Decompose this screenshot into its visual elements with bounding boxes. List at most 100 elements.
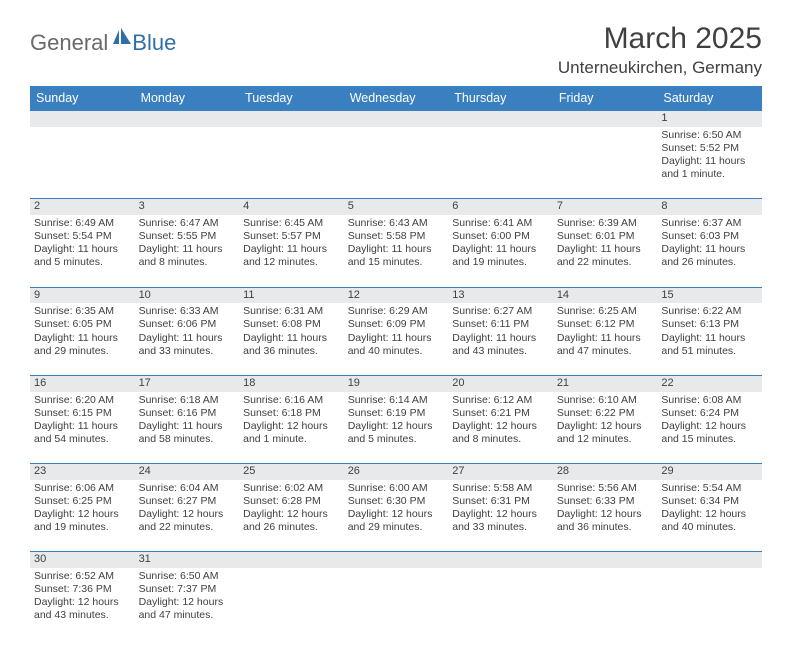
day-number: 18 xyxy=(239,375,344,391)
day-cell-text xyxy=(448,568,553,573)
day-number: 27 xyxy=(448,464,553,480)
logo-text-general: General xyxy=(30,30,108,56)
day-number: 10 xyxy=(135,287,240,303)
col-saturday: Saturday xyxy=(657,86,762,111)
day-number: 1 xyxy=(657,111,762,127)
day-cell: Sunrise: 6:33 AM Sunset: 6:06 PM Dayligh… xyxy=(135,303,240,375)
day-cell xyxy=(657,568,762,640)
day-cell-text: Sunrise: 6:18 AM Sunset: 6:16 PM Dayligh… xyxy=(135,392,240,450)
day-header-row: Sunday Monday Tuesday Wednesday Thursday… xyxy=(30,86,762,111)
day-cell: Sunrise: 6:39 AM Sunset: 6:01 PM Dayligh… xyxy=(553,215,658,287)
day-number xyxy=(135,111,240,127)
day-number: 9 xyxy=(30,287,135,303)
day-cell: Sunrise: 6:20 AM Sunset: 6:15 PM Dayligh… xyxy=(30,392,135,464)
day-number: 6 xyxy=(448,199,553,215)
week-row: Sunrise: 6:50 AM Sunset: 5:52 PM Dayligh… xyxy=(30,127,762,199)
logo: General Blue xyxy=(30,28,176,57)
day-number: 28 xyxy=(553,464,658,480)
day-cell: Sunrise: 6:29 AM Sunset: 6:09 PM Dayligh… xyxy=(344,303,449,375)
day-cell-text: Sunrise: 6:25 AM Sunset: 6:12 PM Dayligh… xyxy=(553,303,658,361)
day-number: 17 xyxy=(135,375,240,391)
day-cell-text: Sunrise: 6:47 AM Sunset: 5:55 PM Dayligh… xyxy=(135,215,240,273)
day-cell xyxy=(448,568,553,640)
day-cell xyxy=(135,127,240,199)
day-cell-text: Sunrise: 6:39 AM Sunset: 6:01 PM Dayligh… xyxy=(553,215,658,273)
day-cell-text: Sunrise: 5:54 AM Sunset: 6:34 PM Dayligh… xyxy=(657,480,762,538)
day-cell-text: Sunrise: 6:14 AM Sunset: 6:19 PM Dayligh… xyxy=(344,392,449,450)
day-number: 7 xyxy=(553,199,658,215)
day-cell: Sunrise: 6:47 AM Sunset: 5:55 PM Dayligh… xyxy=(135,215,240,287)
page-title: March 2025 xyxy=(558,22,762,56)
day-cell-text xyxy=(553,568,658,573)
day-cell: Sunrise: 6:52 AM Sunset: 7:36 PM Dayligh… xyxy=(30,568,135,640)
day-cell: Sunrise: 6:41 AM Sunset: 6:00 PM Dayligh… xyxy=(448,215,553,287)
day-cell: Sunrise: 6:06 AM Sunset: 6:25 PM Dayligh… xyxy=(30,480,135,552)
week-row: Sunrise: 6:52 AM Sunset: 7:36 PM Dayligh… xyxy=(30,568,762,640)
week-row: Sunrise: 6:20 AM Sunset: 6:15 PM Dayligh… xyxy=(30,392,762,464)
day-number xyxy=(448,552,553,568)
day-cell-text: Sunrise: 6:33 AM Sunset: 6:06 PM Dayligh… xyxy=(135,303,240,361)
day-cell-text xyxy=(344,127,449,132)
day-cell-text: Sunrise: 6:29 AM Sunset: 6:09 PM Dayligh… xyxy=(344,303,449,361)
day-cell: Sunrise: 6:35 AM Sunset: 6:05 PM Dayligh… xyxy=(30,303,135,375)
day-number: 3 xyxy=(135,199,240,215)
col-wednesday: Wednesday xyxy=(344,86,449,111)
day-cell-text xyxy=(657,568,762,573)
day-cell-text: Sunrise: 6:43 AM Sunset: 5:58 PM Dayligh… xyxy=(344,215,449,273)
day-number: 16 xyxy=(30,375,135,391)
day-number: 4 xyxy=(239,199,344,215)
day-number: 19 xyxy=(344,375,449,391)
day-number: 2 xyxy=(30,199,135,215)
sail-icon xyxy=(112,28,132,51)
col-sunday: Sunday xyxy=(30,86,135,111)
week-row: Sunrise: 6:06 AM Sunset: 6:25 PM Dayligh… xyxy=(30,480,762,552)
day-cell: Sunrise: 6:49 AM Sunset: 5:54 PM Dayligh… xyxy=(30,215,135,287)
day-cell-text xyxy=(448,127,553,132)
day-number: 5 xyxy=(344,199,449,215)
day-cell-text xyxy=(239,127,344,132)
day-number: 20 xyxy=(448,375,553,391)
day-cell-text: Sunrise: 6:10 AM Sunset: 6:22 PM Dayligh… xyxy=(553,392,658,450)
day-number xyxy=(344,552,449,568)
day-cell: Sunrise: 5:54 AM Sunset: 6:34 PM Dayligh… xyxy=(657,480,762,552)
day-cell-text: Sunrise: 6:12 AM Sunset: 6:21 PM Dayligh… xyxy=(448,392,553,450)
day-cell xyxy=(344,568,449,640)
day-cell: Sunrise: 6:25 AM Sunset: 6:12 PM Dayligh… xyxy=(553,303,658,375)
daynum-row: 3031 xyxy=(30,552,762,568)
col-tuesday: Tuesday xyxy=(239,86,344,111)
day-number: 30 xyxy=(30,552,135,568)
day-cell-text xyxy=(135,127,240,132)
day-cell-text xyxy=(30,127,135,132)
day-cell-text: Sunrise: 6:16 AM Sunset: 6:18 PM Dayligh… xyxy=(239,392,344,450)
week-row: Sunrise: 6:49 AM Sunset: 5:54 PM Dayligh… xyxy=(30,215,762,287)
day-cell: Sunrise: 5:56 AM Sunset: 6:33 PM Dayligh… xyxy=(553,480,658,552)
day-cell xyxy=(239,568,344,640)
day-number xyxy=(239,552,344,568)
day-cell: Sunrise: 6:16 AM Sunset: 6:18 PM Dayligh… xyxy=(239,392,344,464)
day-cell-text: Sunrise: 6:00 AM Sunset: 6:30 PM Dayligh… xyxy=(344,480,449,538)
day-cell-text: Sunrise: 6:52 AM Sunset: 7:36 PM Dayligh… xyxy=(30,568,135,626)
col-thursday: Thursday xyxy=(448,86,553,111)
day-cell xyxy=(30,127,135,199)
calendar-table: Sunday Monday Tuesday Wednesday Thursday… xyxy=(30,86,762,640)
day-cell: Sunrise: 6:27 AM Sunset: 6:11 PM Dayligh… xyxy=(448,303,553,375)
day-cell-text: Sunrise: 6:41 AM Sunset: 6:00 PM Dayligh… xyxy=(448,215,553,273)
day-cell-text: Sunrise: 6:50 AM Sunset: 5:52 PM Dayligh… xyxy=(657,127,762,185)
header: General Blue March 2025 Unterneukirchen,… xyxy=(30,22,762,78)
day-cell: Sunrise: 6:02 AM Sunset: 6:28 PM Dayligh… xyxy=(239,480,344,552)
day-number: 24 xyxy=(135,464,240,480)
day-cell: Sunrise: 5:58 AM Sunset: 6:31 PM Dayligh… xyxy=(448,480,553,552)
day-number: 31 xyxy=(135,552,240,568)
day-cell-text: Sunrise: 6:08 AM Sunset: 6:24 PM Dayligh… xyxy=(657,392,762,450)
location: Unterneukirchen, Germany xyxy=(558,58,762,78)
day-cell-text: Sunrise: 5:56 AM Sunset: 6:33 PM Dayligh… xyxy=(553,480,658,538)
daynum-row: 1 xyxy=(30,111,762,127)
day-cell xyxy=(448,127,553,199)
day-cell-text: Sunrise: 6:22 AM Sunset: 6:13 PM Dayligh… xyxy=(657,303,762,361)
day-cell xyxy=(344,127,449,199)
day-cell-text: Sunrise: 6:27 AM Sunset: 6:11 PM Dayligh… xyxy=(448,303,553,361)
day-cell: Sunrise: 6:43 AM Sunset: 5:58 PM Dayligh… xyxy=(344,215,449,287)
daynum-row: 16171819202122 xyxy=(30,375,762,391)
day-cell-text: Sunrise: 6:06 AM Sunset: 6:25 PM Dayligh… xyxy=(30,480,135,538)
day-cell-text: Sunrise: 6:37 AM Sunset: 6:03 PM Dayligh… xyxy=(657,215,762,273)
